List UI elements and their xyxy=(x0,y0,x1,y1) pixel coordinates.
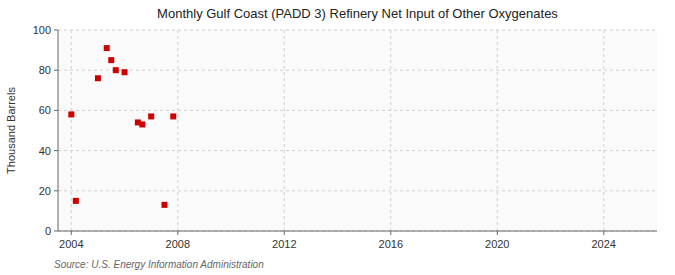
y-tick xyxy=(54,231,58,232)
x-grid-line xyxy=(284,30,285,231)
scatter-point xyxy=(139,121,145,127)
y-tick-label: 20 xyxy=(39,185,51,197)
y-tick-label: 80 xyxy=(39,64,51,76)
grid xyxy=(58,30,657,231)
plot-background xyxy=(58,30,657,231)
scatter-point xyxy=(170,113,176,119)
x-axis-line xyxy=(58,231,657,232)
y-tick-label: 40 xyxy=(39,145,51,157)
x-tick-label: 2024 xyxy=(592,238,616,250)
x-tick xyxy=(177,231,178,235)
scatter-point xyxy=(161,202,167,208)
y-tick-label: 0 xyxy=(45,225,51,237)
axes: 0 20 40 60 80 100 2004 2008 2012 2016 2020 2024 xyxy=(33,24,657,250)
y-axis-label: Thousand Barrels xyxy=(5,87,17,174)
y-tick xyxy=(54,70,58,71)
y-grid-line xyxy=(58,70,657,71)
scatter-point xyxy=(73,198,79,204)
y-tick xyxy=(54,190,58,191)
scatter-point xyxy=(113,67,119,73)
chart-svg: 0 20 40 60 80 100 2004 2008 2012 2016 2020 2024 Mont… xyxy=(0,0,675,275)
y-tick xyxy=(54,110,58,111)
x-tick-label: 2004 xyxy=(59,238,83,250)
y-tick xyxy=(54,30,58,31)
y-grid-line xyxy=(58,231,657,232)
scatter-point xyxy=(104,45,110,51)
y-tick xyxy=(54,150,58,151)
x-tick-label: 2016 xyxy=(379,238,403,250)
x-tick xyxy=(284,231,285,235)
y-grid-line xyxy=(58,190,657,191)
y-grid-line xyxy=(58,150,657,151)
scatter-point xyxy=(122,69,128,75)
source-annotation: Source: U.S. Energy Information Administ… xyxy=(54,259,264,270)
x-grid-line xyxy=(390,30,391,231)
y-tick-label: 100 xyxy=(33,24,51,36)
scatter-point xyxy=(68,111,74,117)
chart-title: Monthly Gulf Coast (PADD 3) Refinery Net… xyxy=(157,6,558,21)
y-grid-line xyxy=(58,30,657,31)
y-grid-line xyxy=(58,110,657,111)
y-axis-line xyxy=(58,30,59,231)
x-tick xyxy=(497,231,498,235)
x-grid-line xyxy=(497,30,498,231)
x-tick-label: 2020 xyxy=(485,238,509,250)
scatter-point xyxy=(148,113,154,119)
x-tick-label: 2008 xyxy=(166,238,190,250)
x-tick-label: 2012 xyxy=(272,238,296,250)
x-tick xyxy=(603,231,604,235)
scatter-point xyxy=(95,75,101,81)
x-grid-line xyxy=(71,30,72,231)
chart-container: 0 20 40 60 80 100 2004 2008 2012 2016 2020 2024 Mont… xyxy=(0,0,675,275)
points xyxy=(68,45,176,208)
x-grid-line xyxy=(177,30,178,231)
y-tick-label: 60 xyxy=(39,104,51,116)
x-grid-line xyxy=(603,30,604,231)
x-tick xyxy=(390,231,391,235)
scatter-point xyxy=(108,57,114,63)
x-tick xyxy=(71,231,72,235)
